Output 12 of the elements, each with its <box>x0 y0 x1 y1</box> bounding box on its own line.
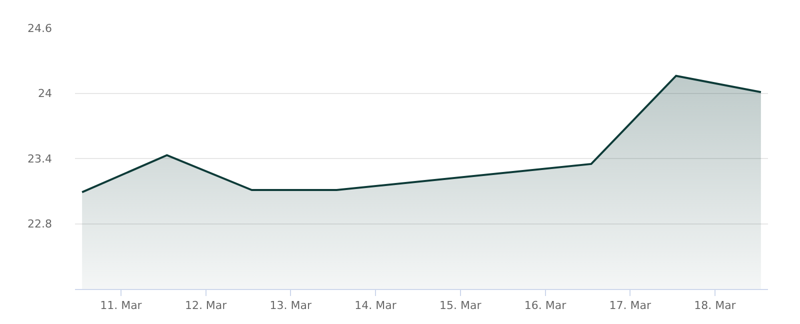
x-tick-label: 16. Mar <box>524 299 567 312</box>
y-tick-label: 22.8 <box>28 218 52 231</box>
y-tick-label: 23.4 <box>28 152 52 166</box>
x-tick-label: 14. Mar <box>354 299 397 312</box>
y-tick-label: 24.6 <box>28 22 52 35</box>
y-tick-label: 24 <box>38 87 52 100</box>
x-tick-label: 18. Mar <box>694 299 736 312</box>
x-tick-label: 13. Mar <box>270 299 312 312</box>
x-tick-label: 11. Mar <box>100 299 142 312</box>
x-tick-label: 15. Mar <box>440 299 482 312</box>
x-tick-label: 12. Mar <box>184 299 228 312</box>
x-tick-label: 17. Mar <box>609 299 652 312</box>
